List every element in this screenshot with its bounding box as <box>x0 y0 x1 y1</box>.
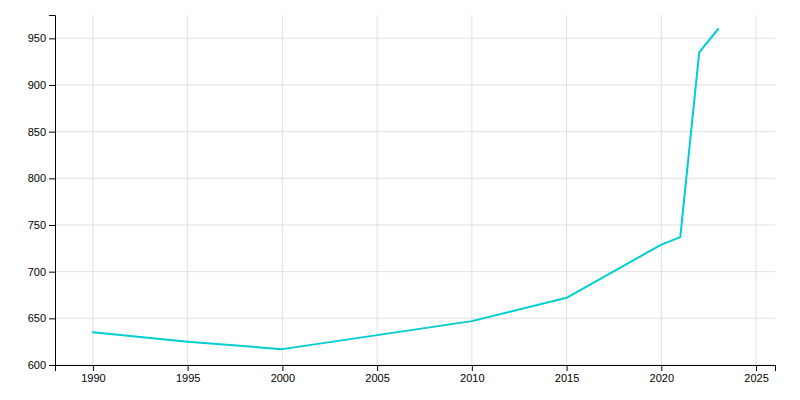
x-tick-mark <box>661 365 662 371</box>
y-axis: 600 650 700 750 800 850 900 950 <box>28 16 56 372</box>
y-tick: 600 <box>28 359 55 371</box>
x-tick-label: 2000 <box>271 372 295 384</box>
grid-line-y <box>55 178 775 179</box>
grid-line-x <box>377 15 378 365</box>
y-tick-mark <box>49 85 55 86</box>
x-tick: 2015 <box>555 365 579 384</box>
x-tick-label: 2010 <box>460 372 484 384</box>
x-tick: 2025 <box>744 365 768 384</box>
x-tick: 1995 <box>176 365 200 384</box>
axis-line <box>56 366 776 372</box>
grid-line-y <box>55 225 775 226</box>
x-tick-mark <box>567 365 568 371</box>
y-tick: 850 <box>28 126 55 138</box>
y-tick-mark <box>49 272 55 273</box>
x-tick: 2020 <box>650 365 674 384</box>
y-tick: 750 <box>28 219 55 231</box>
x-tick-mark <box>188 365 189 371</box>
x-axis: 1990 1995 2000 2005 2010 2015 2020 2025 <box>56 365 776 384</box>
x-tick-mark <box>93 365 94 371</box>
grid-line-x <box>282 15 283 365</box>
y-tick-mark <box>49 132 55 133</box>
y-tick: 700 <box>28 266 55 278</box>
y-tick-label: 600 <box>28 359 46 371</box>
x-tick-label: 2025 <box>744 372 768 384</box>
axis-line <box>49 16 56 366</box>
chart: 1990 1995 2000 2005 2010 2015 2020 2025 600 650 70… <box>0 0 800 400</box>
y-tick-mark <box>49 225 55 226</box>
y-tick-mark <box>49 38 55 39</box>
grid-line-x <box>566 15 567 365</box>
line <box>93 29 718 349</box>
x-tick-mark <box>377 365 378 371</box>
y-tick: 950 <box>28 32 55 44</box>
plot: 1990 1995 2000 2005 2010 2015 2020 2025 600 650 70… <box>28 15 776 384</box>
grid-line-x <box>92 15 93 365</box>
marks <box>93 29 718 349</box>
y-tick-mark <box>49 365 55 366</box>
y-tick-label: 900 <box>28 79 46 91</box>
grid-line-y <box>55 131 775 132</box>
x-tick-label: 1990 <box>81 372 105 384</box>
x-tick-label: 2020 <box>650 372 674 384</box>
grid-line-x <box>471 15 472 365</box>
grid-line-x <box>187 15 188 365</box>
x-tick-label: 2005 <box>365 372 389 384</box>
x-tick-mark <box>282 365 283 371</box>
grid-line-x <box>756 15 757 365</box>
y-tick: 900 <box>28 79 55 91</box>
y-tick-label: 850 <box>28 126 46 138</box>
x-tick-label: 2015 <box>555 372 579 384</box>
x-tick: 2010 <box>460 365 484 384</box>
grid-line-y <box>55 271 775 272</box>
x-tick: 1990 <box>81 365 105 384</box>
y-tick-mark <box>49 178 55 179</box>
y-tick-label: 950 <box>28 32 46 44</box>
x-tick-mark <box>472 365 473 371</box>
x-tick: 2005 <box>365 365 389 384</box>
grid-line-y <box>55 318 775 319</box>
y-tick-mark <box>49 318 55 319</box>
x-tick-mark <box>756 365 757 371</box>
grid-line-y <box>55 38 775 39</box>
x-tick-label: 1995 <box>176 372 200 384</box>
y-tick-label: 700 <box>28 266 46 278</box>
grid-line-x <box>661 15 662 365</box>
y-tick: 650 <box>28 312 55 324</box>
grid <box>55 15 775 365</box>
x-tick: 2000 <box>271 365 295 384</box>
y-tick-label: 800 <box>28 172 46 184</box>
y-tick-label: 750 <box>28 219 46 231</box>
y-tick: 800 <box>28 172 55 184</box>
grid-line-y <box>55 85 775 86</box>
y-tick-label: 650 <box>28 312 46 324</box>
